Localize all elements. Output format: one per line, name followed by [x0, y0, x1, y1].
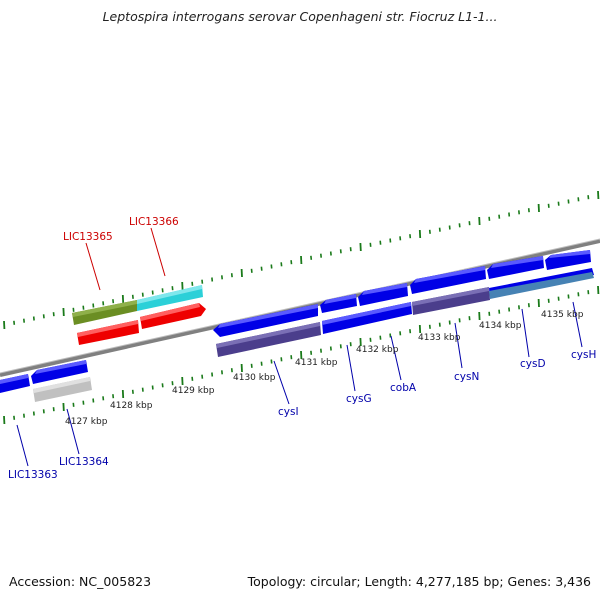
label-cysG[interactable]: cysG — [346, 393, 372, 405]
gene-cysH-feature[interactable] — [545, 250, 591, 270]
inner-tick-ring — [3, 285, 600, 425]
gene-LIC13364-feature[interactable] — [31, 360, 88, 384]
gene-cysN-feature[interactable] — [410, 266, 486, 294]
scale-label: 4134 kbp — [479, 321, 522, 331]
scale-label: 4129 kbp — [172, 386, 215, 396]
gene-cysG-feature[interactable] — [320, 294, 357, 313]
scale-label: 4132 kbp — [356, 345, 399, 355]
accession-text: Accession: NC_005823 — [9, 574, 152, 589]
label-LIC13365[interactable]: LIC13365 — [63, 231, 113, 243]
cds-LIC13366[interactable] — [140, 303, 206, 329]
cds-cysN[interactable] — [412, 287, 490, 315]
gene-LIC13363-feature[interactable] — [0, 374, 30, 393]
gene-cobA-feature[interactable] — [358, 283, 408, 306]
gene-cysI-feature[interactable] — [213, 304, 318, 337]
scale-labels: 4127 kbp 4128 kbp 4129 kbp 4130 kbp 4131… — [65, 310, 584, 427]
gene-LIC13365-feature[interactable] — [72, 300, 137, 325]
map-title: Leptospira interrogans serovar Copenhage… — [102, 9, 498, 24]
cds-LIC13365[interactable] — [77, 320, 139, 345]
label-cysH[interactable]: cysH — [571, 349, 596, 361]
scale-label: 4127 kbp — [65, 417, 108, 427]
outer-tick-ring — [3, 190, 600, 330]
cds-cysG[interactable] — [322, 302, 412, 334]
label-LIC13363[interactable]: LIC13363 — [8, 469, 58, 481]
scale-label: 4133 kbp — [418, 333, 461, 343]
cds-cysD[interactable] — [489, 268, 594, 299]
label-cobA[interactable]: cobA — [390, 382, 417, 394]
genome-summary-text: Topology: circular; Length: 4,277,185 bp… — [247, 574, 591, 589]
leader-lines — [16, 227, 583, 467]
label-cysI[interactable]: cysI — [278, 406, 299, 418]
scale-label: 4131 kbp — [295, 358, 338, 368]
scale-label: 4128 kbp — [110, 401, 153, 411]
pseudo-LIC13364[interactable] — [33, 377, 92, 402]
label-cysN[interactable]: cysN — [454, 371, 479, 383]
label-LIC13364[interactable]: LIC13364 — [59, 456, 109, 468]
scale-label: 4135 kbp — [541, 310, 584, 320]
label-LIC13366[interactable]: LIC13366 — [129, 216, 179, 228]
gene-LIC13366-feature[interactable] — [137, 285, 203, 311]
scale-label: 4130 kbp — [233, 373, 276, 383]
label-cysD[interactable]: cysD — [520, 358, 546, 370]
cds-cysI[interactable] — [216, 322, 321, 357]
gene-cysD-feature[interactable] — [487, 256, 544, 279]
